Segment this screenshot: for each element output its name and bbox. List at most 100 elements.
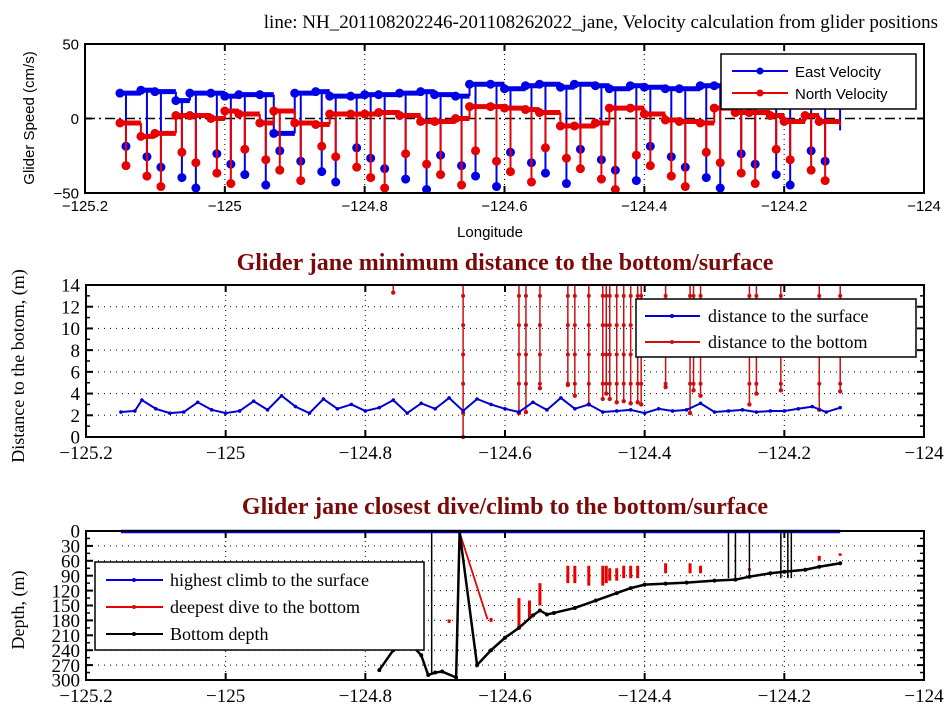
velocity-point [492, 182, 502, 192]
velocity-point [255, 90, 265, 100]
x-tick-label: −125 [206, 443, 245, 464]
y-tick-label: 8 [71, 341, 81, 362]
velocity-point [401, 174, 411, 184]
distance-bottom-point [600, 323, 605, 328]
velocity-point [561, 153, 571, 163]
distance-bottom-point [621, 381, 626, 386]
distance-surface-point [321, 397, 326, 401]
velocity-point [540, 168, 550, 178]
distance-bottom-point [604, 352, 609, 357]
velocity-point [317, 167, 327, 177]
distance-bottom-point [461, 323, 466, 328]
bottom-depth-point [803, 567, 808, 572]
velocity-series [115, 69, 842, 195]
distance-bottom-point [614, 352, 619, 357]
distance-bottom-point [604, 323, 609, 328]
velocity-point [590, 118, 600, 128]
legend-east-marker [756, 67, 764, 75]
velocity-point [534, 108, 544, 118]
distance-bottom-point [778, 388, 784, 393]
legend-bottom-marker [670, 340, 674, 344]
y-tick-label: −50 [54, 185, 79, 202]
distance-surface-point [168, 411, 172, 415]
velocity-point [631, 176, 641, 186]
distance-surface-point [447, 396, 451, 400]
distance-surface-point [140, 398, 144, 402]
velocity-point [220, 91, 230, 101]
velocity-point [360, 90, 370, 100]
velocity-point [625, 81, 635, 91]
legend-bottomdepth-label: Bottom depth [170, 624, 269, 644]
distance-bottom-point [607, 323, 612, 328]
y-tick-label: 14 [61, 276, 81, 297]
distance-surface-point [119, 410, 123, 414]
x-tick-label: −125.2 [59, 443, 112, 464]
bottom-depth-point [544, 612, 549, 617]
velocity-point [590, 81, 600, 91]
distance-surface-point [279, 393, 284, 398]
bottom-depth-point [489, 648, 494, 653]
x-tick-label: −124.4 [621, 198, 667, 215]
legend-bottomdepth-marker [132, 632, 136, 636]
distance-legend-box [635, 298, 917, 358]
distance-bottom-point [572, 323, 577, 328]
distance-bottom-point [639, 381, 644, 386]
distance-bottom-point [688, 293, 693, 298]
velocity-point [115, 118, 125, 128]
velocity-point [715, 183, 725, 193]
velocity-point [800, 111, 810, 121]
velocity-point [604, 103, 614, 113]
velocity-point [575, 164, 585, 174]
velocity-point [185, 111, 195, 121]
distance-surface-point [712, 410, 717, 414]
legend-north-marker [756, 89, 764, 97]
velocity-point [430, 90, 440, 100]
velocity-point [695, 118, 705, 128]
velocity-point [457, 180, 467, 190]
bottom-depth-point [454, 675, 459, 680]
distance-bottom-point [621, 398, 626, 404]
velocity-point [785, 155, 795, 165]
distance-bottom-point [754, 381, 759, 386]
bottom-depth-point [663, 581, 668, 586]
velocity-point [352, 162, 362, 172]
x-tick-label: −124.8 [342, 198, 388, 215]
velocity-point [730, 108, 740, 118]
velocity-point [465, 102, 475, 112]
legend-dive-label: deepest dive to the bottom [170, 597, 360, 617]
y-tick-label: 12 [61, 297, 80, 318]
velocity-point [569, 121, 579, 131]
distance-bottom-point [537, 385, 543, 391]
velocity-point [820, 176, 830, 186]
velocity-point [311, 87, 321, 97]
distance-bottom-point [778, 381, 783, 386]
velocity-point [785, 180, 795, 190]
velocity-point [269, 106, 279, 116]
velocity-point [645, 161, 655, 171]
x-tick-label: −125.2 [62, 198, 108, 215]
distance-surface-point [405, 411, 410, 415]
bottom-depth-point [537, 608, 542, 613]
velocity-point [422, 185, 432, 195]
velocity-point [261, 180, 271, 190]
distance-bottom-point [614, 400, 619, 405]
distance-bottom-point [516, 381, 521, 386]
x-tick-label: −124.6 [481, 198, 527, 215]
north-velocity-series [115, 102, 842, 195]
velocity-point [416, 87, 426, 97]
velocity-point [680, 182, 690, 192]
velocity-legend-box [720, 53, 917, 110]
distance-bottom-point [391, 290, 396, 295]
distance-surface-point [517, 410, 521, 414]
x-tick-label: −124.2 [758, 443, 811, 464]
distance-bottom-point [586, 352, 591, 357]
bottom-depth-point [426, 673, 431, 678]
velocity-point [465, 79, 475, 89]
distance-bottom-point [817, 293, 822, 298]
velocity-point [366, 173, 376, 183]
distance-bottom-point [838, 389, 843, 394]
bottom-depth-point [642, 582, 647, 587]
bottom-depth-point [503, 635, 507, 640]
velocity-point [744, 108, 754, 118]
